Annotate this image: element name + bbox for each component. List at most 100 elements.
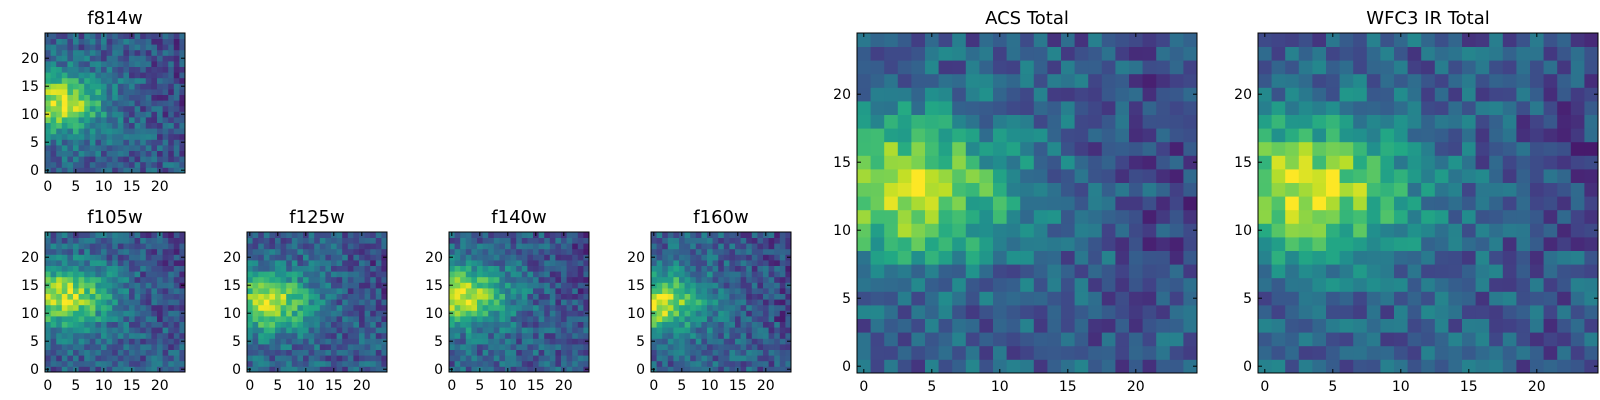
heatmap-cell [140,55,147,62]
heatmap-cell [375,243,382,250]
heatmap-cell [73,254,79,261]
heatmap-cell [61,72,68,79]
heatmap-cell [73,338,79,345]
heatmap-cell [1502,237,1517,251]
heatmap-cell [73,145,79,151]
heatmap-cell [718,349,725,356]
heatmap-cell [95,72,102,79]
heatmap-cell [162,254,169,261]
heatmap-cell [269,349,276,356]
heatmap-cell [67,44,74,51]
heatmap-cell [938,277,953,292]
heatmap-cell [291,282,298,289]
heatmap-cell [1312,46,1327,61]
heatmap-cell [757,282,764,289]
heatmap-cell [493,304,500,311]
heatmap-cell [521,344,528,350]
heatmap-cell [168,304,175,311]
heatmap-cell [1489,264,1504,279]
heatmap-cell [1380,46,1395,61]
heatmap-cell [179,232,186,238]
heatmap-cell [252,304,259,311]
heatmap-cell [342,271,349,278]
heatmap-cell [157,299,163,306]
heatmap-cell [1394,101,1408,115]
heatmap-cell [1312,291,1327,306]
heatmap-cell [729,310,736,317]
heatmap-cell [1142,101,1157,115]
heatmap-cell [145,276,152,283]
heatmap-cell [1033,318,1048,333]
heatmap-cell [1407,73,1422,88]
heatmap-cell [319,355,326,362]
heatmap-cell [566,299,573,306]
heatmap-cell [1129,169,1143,183]
heatmap-cell [1530,305,1544,319]
heatmap-cell [89,260,96,266]
heatmap-cell [61,276,68,283]
heatmap-cell [67,316,74,322]
heatmap-cell [884,46,899,61]
heatmap-cell [1475,169,1490,183]
heatmap-cell [50,89,57,95]
heatmap-cell [73,77,79,84]
heatmap-cell [1115,305,1130,319]
heatmap-cell [751,338,758,345]
heatmap-cell [95,237,102,244]
heatmap-cell [140,260,147,266]
heatmap-cell [73,332,79,339]
heatmap-cell [1020,182,1035,197]
heatmap-cell [162,310,169,317]
heatmap-cell [67,117,74,123]
heatmap-cell [1156,73,1171,88]
heatmap-cell [577,366,584,373]
heatmap-cell [370,265,377,272]
heatmap-cell [84,344,91,350]
heatmap-cell [1047,359,1062,374]
heatmap-cell [1530,264,1544,279]
heatmap-cell [95,260,102,266]
heatmap-cell [347,232,354,238]
heatmap-cell [263,265,270,272]
heatmap-cell [308,321,315,328]
heatmap-cell [544,254,551,261]
heatmap-cell [381,271,388,278]
heatmap-cell [965,318,980,333]
heatmap-cell [168,44,175,51]
heatmap-cell [89,316,96,322]
heatmap-cell [718,271,725,278]
heatmap-cell [1448,318,1463,333]
heatmap-cell [1570,305,1585,319]
heatmap-cell [173,332,180,339]
heatmap-cell [965,209,980,224]
heatmap-cell [1088,291,1103,306]
heatmap-cell [505,316,511,322]
y-tick-label: 0 [30,362,39,378]
heatmap-cell [297,276,304,283]
axes-frame [1257,32,1599,374]
heatmap-cell [78,139,85,146]
heatmap-cell [45,77,51,84]
heatmap-cell [1489,359,1504,374]
heatmap-cell [651,299,657,306]
heatmap-cell [1475,291,1490,306]
heatmap-cell [740,355,747,362]
heatmap-cell [723,366,730,373]
heatmap-cell [179,327,186,334]
heatmap-cell [561,260,567,266]
heatmap-cell [134,89,141,95]
heatmap-cell [73,248,79,255]
heatmap-cell [370,321,377,328]
heatmap-cell [1285,141,1300,156]
heatmap-cell [561,316,567,322]
heatmap-cell [1516,196,1531,211]
heatmap-cell [662,349,669,356]
heatmap-cell [555,338,562,345]
heatmap-cell [527,327,534,334]
heatmap-cell [1020,345,1035,360]
heatmap-cell [1434,305,1449,319]
heatmap-cell [263,321,270,328]
heatmap-cell [112,66,119,73]
heatmap-cell [1074,305,1089,319]
heatmap-cell [768,349,775,356]
